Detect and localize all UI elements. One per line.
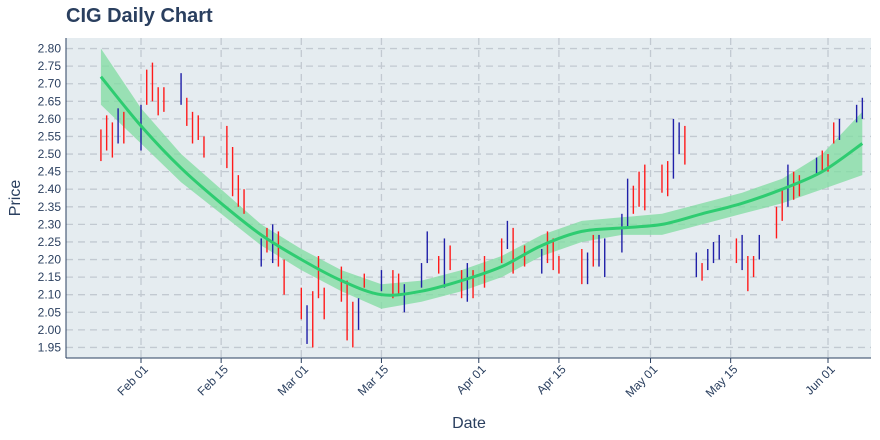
x-axis-label: Date — [452, 415, 486, 432]
y-tick-label: 1.95 — [38, 340, 62, 354]
axes — [65, 38, 871, 359]
candles — [100, 62, 864, 348]
confidence-band — [100, 48, 863, 309]
x-tick-label: Feb 15 — [195, 362, 232, 399]
grid-lines — [66, 38, 871, 358]
trend-line-group — [99, 75, 864, 297]
x-tick-label: May 01 — [623, 362, 661, 400]
y-tick-label: 2.40 — [38, 182, 62, 196]
trend-line — [99, 75, 864, 297]
y-tick-label: 2.60 — [38, 112, 62, 126]
y-tick-label: 2.75 — [38, 59, 62, 73]
y-tick-label: 2.00 — [38, 323, 62, 337]
y-axis-label: Price — [7, 180, 24, 217]
x-tick-label: Mar 01 — [275, 362, 312, 399]
y-tick-label: 2.70 — [38, 77, 62, 91]
y-axis-ticks: 1.95 2.00 2.05 2.10 2.15 2.20 2.25 2.30 2.35 2.40… — [38, 42, 62, 355]
chart-title: CIG Daily Chart — [66, 5, 213, 27]
x-axis-ticks: Feb 01 Feb 15 Mar 01 Mar 15 Apr 01 Apr 15 May … — [114, 358, 838, 400]
y-tick-label: 2.65 — [38, 94, 62, 108]
x-tick-label: Apr 15 — [534, 362, 569, 397]
confidence-band-area — [100, 48, 863, 309]
y-tick-label: 2.80 — [38, 42, 62, 56]
y-tick-label: 2.50 — [38, 147, 62, 161]
x-tick-label: Mar 15 — [355, 362, 392, 399]
y-tick-label: 2.10 — [38, 288, 62, 302]
x-tick-label: Jun 01 — [802, 362, 838, 398]
y-tick-label: 2.20 — [38, 253, 62, 267]
x-tick-label: May 15 — [703, 362, 741, 400]
y-tick-label: 2.45 — [38, 165, 62, 179]
y-tick-label: 2.35 — [38, 200, 62, 214]
y-tick-label: 2.15 — [38, 270, 62, 284]
x-tick-label: Feb 01 — [114, 362, 151, 399]
y-tick-label: 2.25 — [38, 235, 62, 249]
x-tick-label: Apr 01 — [454, 362, 489, 397]
y-tick-label: 2.05 — [38, 305, 62, 319]
y-tick-label: 2.55 — [38, 129, 62, 143]
y-tick-label: 2.30 — [38, 217, 62, 231]
